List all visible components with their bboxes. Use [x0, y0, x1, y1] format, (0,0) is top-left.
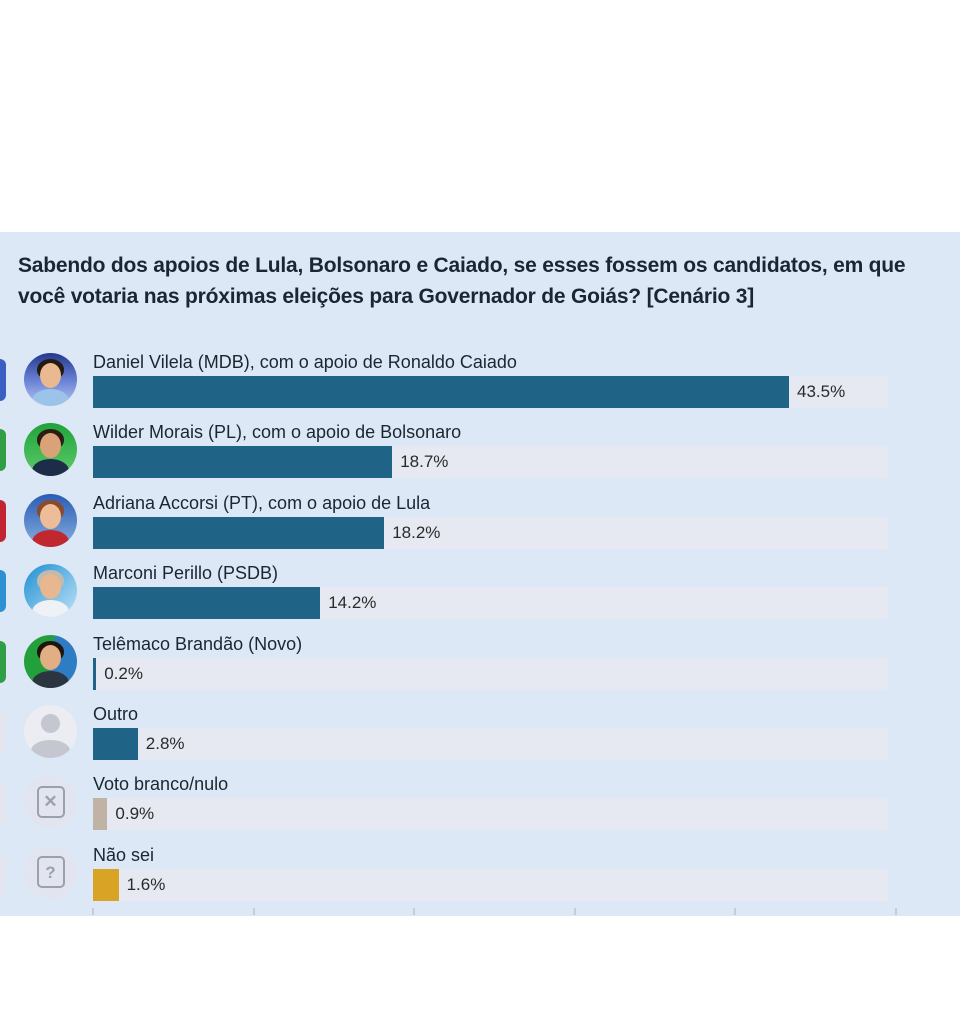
cropped-avatar-sliver	[0, 851, 6, 894]
poll-row-marconi-perillo: Marconi Perillo (PSDB) 14.2%	[0, 562, 960, 632]
bar-track: 1.6%	[93, 868, 888, 901]
silhouette-body	[31, 739, 70, 758]
axis-tick-0	[92, 908, 94, 915]
generic-person-icon	[24, 704, 77, 758]
poll-row-nao-sei: ? Não sei 1.6%	[0, 844, 960, 914]
percent-label: 18.7%	[400, 452, 449, 472]
avatar-face	[40, 574, 61, 600]
cropped-avatar-sliver	[0, 570, 6, 613]
cropped-avatar-sliver	[0, 359, 6, 401]
poll-row-outro: Outro 2.8%	[0, 703, 960, 773]
poll-panel: Sabendo dos apoios de Lula, Bolsonaro e …	[0, 232, 960, 916]
poll-row-wilder-morais: Wilder Morais (PL), com o apoio de Bolso…	[0, 421, 960, 491]
poll-question-title: Sabendo dos apoios de Lula, Bolsonaro e …	[18, 250, 906, 312]
cropped-avatar-sliver	[0, 499, 6, 542]
bar-track: 18.7%	[93, 446, 888, 479]
result-bar	[93, 727, 138, 760]
poll-row-daniel-vilela: Daniel Vilela (MDB), com o apoio de Rona…	[0, 351, 960, 421]
cropped-avatar-sliver	[0, 640, 6, 683]
percent-label: 0.9%	[115, 804, 155, 824]
result-bar	[93, 657, 97, 690]
result-bar	[93, 587, 321, 620]
axis-tick-30	[574, 908, 576, 915]
poll-question-line1: Sabendo dos apoios de Lula, Bolsonaro e …	[18, 254, 906, 277]
crossed-ballot-icon: ✕	[24, 775, 77, 829]
avatar-torso	[32, 600, 69, 618]
x-box-glyph: ✕	[36, 785, 65, 818]
question-glyph: ?	[36, 856, 65, 889]
axis-tick-10	[253, 908, 255, 915]
percent-label: 0.2%	[104, 663, 143, 683]
axis-tick-50	[895, 908, 897, 915]
poll-row-telemaco-brandao: Telêmaco Brandão (Novo) 0.2%	[0, 633, 960, 703]
avatar-face	[40, 644, 61, 670]
question-box-icon: ?	[24, 845, 77, 899]
avatar-face	[40, 433, 61, 459]
bar-track: 14.2%	[93, 587, 888, 620]
result-bar	[93, 868, 119, 901]
result-bar	[93, 798, 108, 831]
axis-tick-40	[734, 908, 736, 915]
bar-track: 0.9%	[93, 798, 888, 831]
cropped-avatar-sliver	[0, 429, 6, 472]
percent-label: 43.5%	[797, 382, 846, 401]
result-bar	[93, 376, 789, 408]
candidate-avatar	[24, 353, 77, 406]
candidate-avatar	[24, 634, 77, 688]
avatar-torso	[32, 670, 69, 688]
avatar-torso	[32, 529, 69, 547]
percent-label: 14.2%	[328, 593, 377, 613]
silhouette-head	[41, 713, 60, 733]
option-label: Outro	[93, 703, 139, 724]
candidate-label: Telêmaco Brandão (Novo)	[93, 633, 303, 654]
percent-label: 18.2%	[392, 522, 441, 542]
bar-track: 18.2%	[93, 516, 888, 549]
axis-tick-20	[413, 908, 415, 915]
bar-track: 2.8%	[93, 727, 888, 760]
poll-results-list: Daniel Vilela (MDB), com o apoio de Rona…	[0, 351, 960, 914]
cropped-avatar-sliver	[0, 781, 6, 824]
avatar-torso	[32, 459, 69, 477]
candidate-avatar	[24, 493, 77, 547]
candidate-label: Marconi Perillo (PSDB)	[93, 563, 279, 584]
cropped-avatar-sliver	[0, 710, 6, 753]
avatar-face	[40, 363, 61, 388]
percent-label: 2.8%	[145, 733, 185, 753]
result-bar	[93, 516, 385, 549]
bar-track: 43.5%	[93, 376, 888, 408]
percent-label: 1.6%	[126, 874, 166, 894]
option-label: Não sei	[93, 844, 155, 865]
avatar-face	[40, 503, 61, 529]
poll-row-voto-branco-nulo: ✕ Voto branco/nulo 0.9%	[0, 773, 960, 843]
poll-question-line2: você votaria nas próximas eleições para …	[18, 285, 755, 308]
result-bar	[93, 446, 393, 479]
avatar-torso	[32, 389, 69, 406]
bar-track: 0.2%	[93, 657, 888, 690]
candidate-label: Adriana Accorsi (PT), com o apoio de Lul…	[93, 492, 431, 513]
option-label: Voto branco/nulo	[93, 774, 229, 795]
candidate-label: Wilder Morais (PL), com o apoio de Bolso…	[93, 422, 462, 443]
candidate-avatar	[24, 423, 77, 477]
candidate-avatar	[24, 564, 77, 618]
poll-row-adriana-accorsi: Adriana Accorsi (PT), com o apoio de Lul…	[0, 492, 960, 562]
candidate-label: Daniel Vilela (MDB), com o apoio de Rona…	[93, 352, 517, 372]
